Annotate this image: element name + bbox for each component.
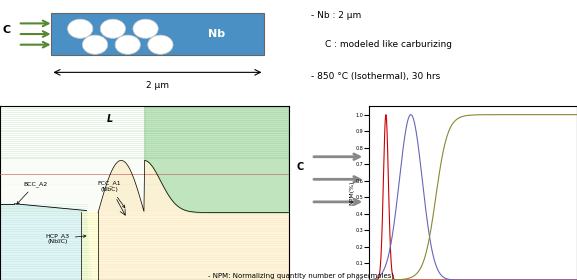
Bar [51,13,264,55]
Text: FCC_A1
(NbC): FCC_A1 (NbC) [98,181,125,208]
Ellipse shape [83,35,108,54]
Text: - NPM: Normalizing quantity number of phase(moles): - NPM: Normalizing quantity number of ph… [208,272,394,279]
Text: BCC_A2: BCC_A2 [17,181,47,204]
Polygon shape [0,204,92,280]
Text: C: C [297,162,304,172]
Polygon shape [81,213,98,280]
Text: L: L [107,114,113,124]
Y-axis label: NPM(%): NPM(%) [349,181,354,206]
Ellipse shape [115,35,140,54]
Text: C : modeled like carburizing: C : modeled like carburizing [325,40,452,50]
Text: Nb: Nb [208,29,226,39]
Text: - 850 °C (Isothermal), 30 hrs: - 850 °C (Isothermal), 30 hrs [311,72,440,81]
Text: - Nb : 2 μm: - Nb : 2 μm [311,11,361,20]
Ellipse shape [100,19,126,38]
Ellipse shape [133,19,158,38]
Text: 2 μm: 2 μm [146,81,169,90]
Ellipse shape [148,35,173,54]
Ellipse shape [68,19,93,38]
Text: C: C [3,25,11,35]
Text: HCP_A3
(Nb₂C): HCP_A3 (Nb₂C) [46,233,86,244]
